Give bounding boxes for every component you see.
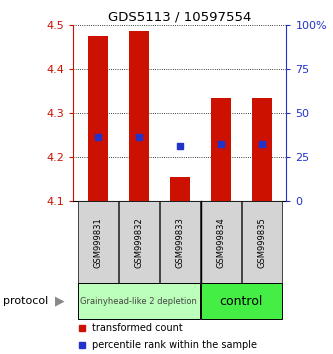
Text: ▶: ▶ [55, 295, 65, 308]
Text: percentile rank within the sample: percentile rank within the sample [93, 340, 257, 350]
Bar [210, 98, 231, 201]
Text: GSM999833: GSM999833 [175, 217, 184, 268]
Text: Grainyhead-like 2 depletion: Grainyhead-like 2 depletion [80, 297, 197, 306]
Bar [78, 284, 200, 319]
Title: GDS5113 / 10597554: GDS5113 / 10597554 [108, 11, 251, 24]
Bar [251, 98, 272, 201]
Bar [119, 201, 159, 284]
Text: GSM999831: GSM999831 [93, 217, 102, 268]
Bar [129, 32, 149, 201]
Bar [200, 284, 282, 319]
Text: protocol: protocol [3, 296, 49, 306]
Bar [78, 201, 118, 284]
Text: GSM999835: GSM999835 [257, 217, 266, 268]
Bar [241, 201, 282, 284]
Bar [169, 177, 190, 201]
Bar [200, 201, 241, 284]
Text: control: control [219, 295, 263, 308]
Bar [88, 36, 108, 201]
Text: transformed count: transformed count [93, 322, 183, 332]
Text: GSM999832: GSM999832 [134, 217, 143, 268]
Text: GSM999834: GSM999834 [216, 217, 225, 268]
Bar [160, 201, 200, 284]
